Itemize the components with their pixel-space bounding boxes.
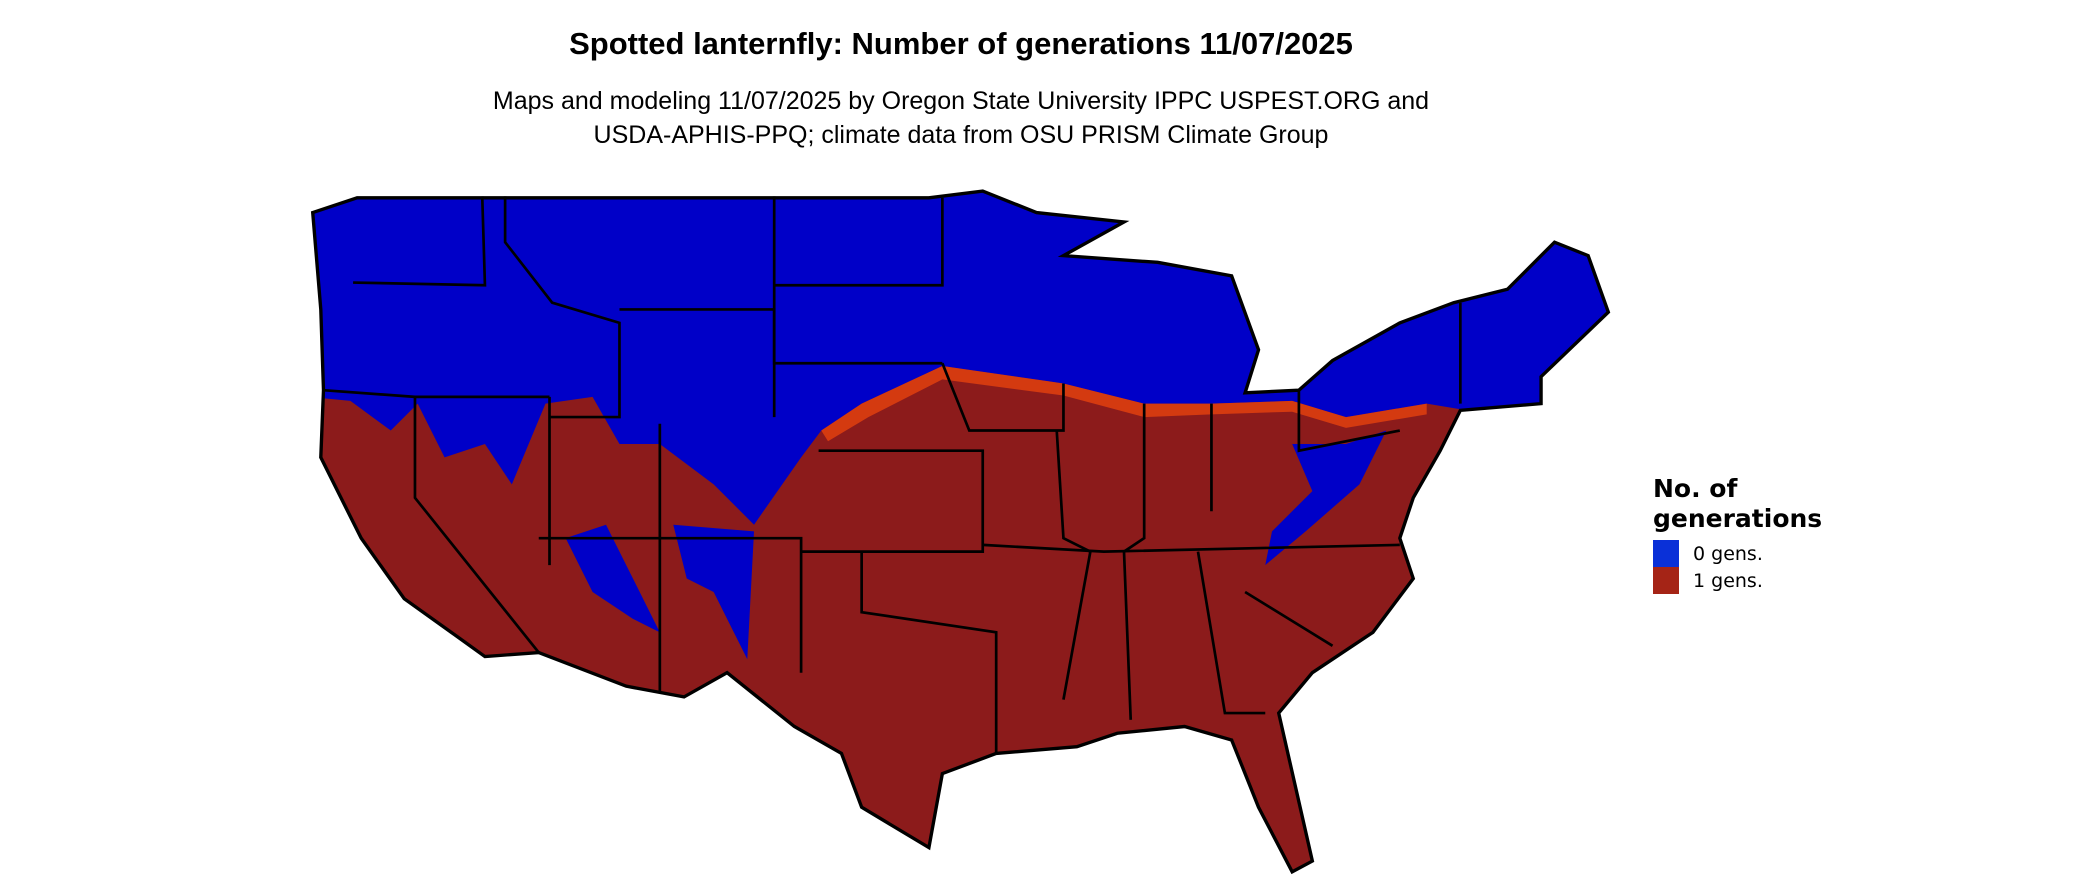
legend-swatch-red (1653, 567, 1679, 594)
zero-gens-appalachia (1265, 430, 1387, 566)
legend-item-1-gens: 1 gens. (1653, 567, 1822, 594)
legend-swatch-blue (1653, 540, 1679, 567)
state-borders (310, 189, 1611, 875)
subtitle-line-2: USDA-APHIS-PPQ; climate data from OSU PR… (593, 121, 1329, 149)
zero-gens-nm (673, 524, 755, 660)
map-subtitle: Maps and modeling 11/07/2025 by Oregon S… (0, 84, 1922, 152)
map-title: Spotted lanternfly: Number of generation… (569, 26, 1353, 61)
legend-label: 0 gens. (1693, 542, 1763, 565)
legend-label: 1 gens. (1693, 569, 1763, 592)
zero-gens-az-nm (565, 524, 660, 633)
subtitle-line-1: Maps and modeling 11/07/2025 by Oregon S… (492, 87, 1430, 115)
legend-title-line-1: No. of (1653, 474, 1738, 503)
legend-item-0-gens: 0 gens. (1653, 540, 1822, 567)
legend-title-line-2: generations (1653, 504, 1823, 533)
legend: No. of generations 0 gens. 1 gens. (1653, 474, 1822, 594)
transition-band (821, 365, 1427, 442)
